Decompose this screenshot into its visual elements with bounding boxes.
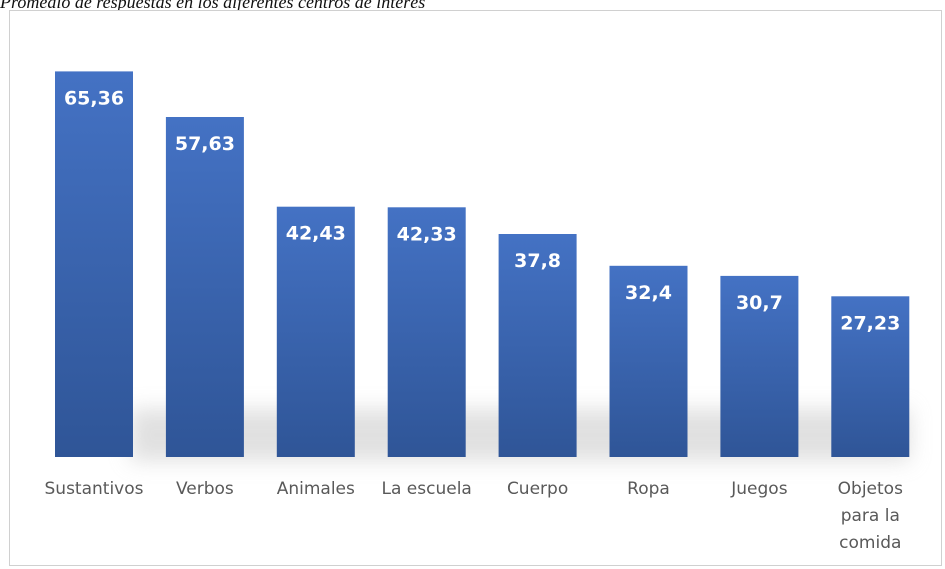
bar-la-escuela [387,207,466,457]
category-label: Objetos para la comida [838,479,903,553]
bar-animales [276,206,355,457]
category-label: Ropa [627,479,670,499]
category-label-line: Juegos [730,479,787,499]
bar-value-label: 27,23 [840,312,900,334]
bar-juegos [720,275,799,457]
category-label-line: Sustantivos [45,479,144,499]
bar-objetos-para-la-comida [831,296,910,457]
bars-group [55,71,910,458]
category-label-line: Animales [277,479,355,499]
category-label: Verbos [176,479,234,499]
category-label-line: Cuerpo [507,479,568,499]
bar-sustantivos [55,71,133,458]
category-label: Juegos [730,479,787,499]
category-label-line: Ropa [627,479,670,499]
bar-value-label: 65,36 [64,87,124,109]
bar-chart: 65,36 Sustantivos 57,63 Verbos 42,43 Animales… [45,71,910,553]
category-label: Sustantivos [45,479,144,499]
category-label-line: comida [839,533,901,553]
category-label-line: Objetos [838,479,903,499]
bar-value-label: 37,8 [514,250,561,272]
bar-value-label: 42,33 [397,223,457,245]
category-label: La escuela [382,479,472,499]
category-label-line: La escuela [382,479,472,499]
bar-value-label: 30,7 [736,292,783,314]
category-label-line: Verbos [176,479,234,499]
labels-group: 65,36 Sustantivos 57,63 Verbos 42,43 Animales… [45,87,904,553]
chart-frame: 65,36 Sustantivos 57,63 Verbos 42,43 Animales… [9,10,942,566]
bar-value-label: 32,4 [625,282,672,304]
category-label: Animales [277,479,355,499]
bar-ropa [609,265,688,457]
bar-value-label: 57,63 [175,133,235,155]
bar-verbos [165,117,244,457]
category-label: Cuerpo [507,479,568,499]
chart-caption: Promedio de respuestas en los diferentes… [0,0,426,12]
category-label-line: para la [841,506,900,526]
bar-value-label: 42,43 [286,223,346,245]
bar-cuerpo [498,234,577,457]
